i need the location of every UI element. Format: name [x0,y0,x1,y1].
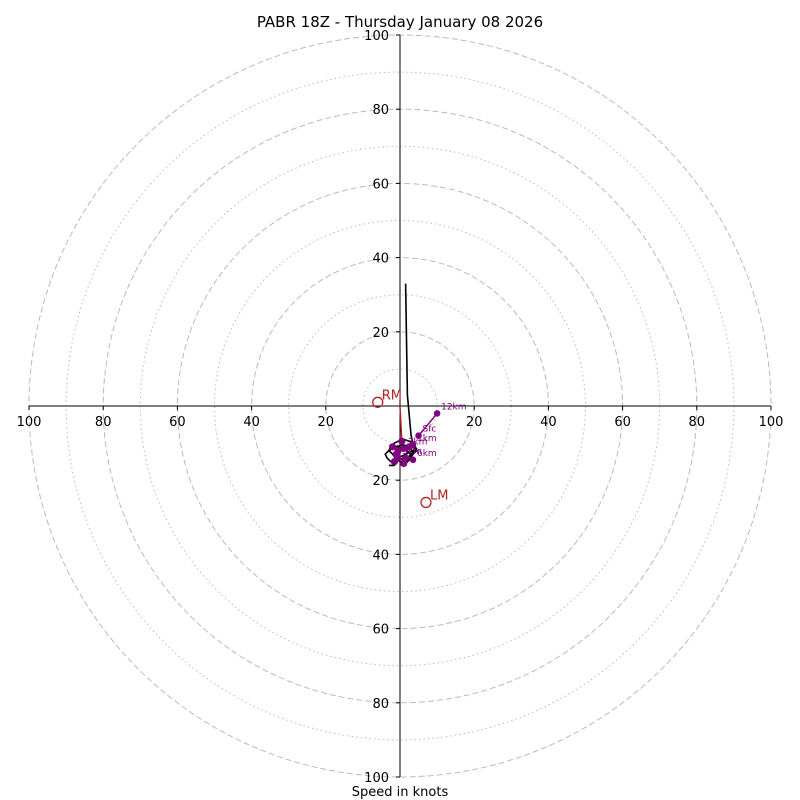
trace-point [394,446,402,455]
trace-point [401,454,410,462]
storm-motion-marker-rm [372,396,384,408]
tick-labels: 100 80 60 40 20 20 40 60 80 100 100 80 60 40 20 20 40 60 8… [17,29,784,786]
x-tick-label: 40 [243,415,260,430]
trace-point [388,443,397,451]
y-tick-label: 100 [364,771,389,786]
storm-motion-label-lm: LM [430,488,448,503]
trace-point [398,437,406,445]
hodograph-upper-segment [417,412,438,437]
height-marker [409,456,417,464]
y-tick-label: 100 [364,29,389,44]
storm-motion-marker-lm [420,496,432,509]
y-tick-label: 20 [372,326,389,341]
x-tick-label: 60 [614,415,631,430]
storm-motion-layer: RM LM [372,388,448,509]
x-tick-label: 100 [759,415,784,430]
x-tick-label: 20 [466,415,483,430]
y-tick-label: 80 [372,103,389,118]
height-marker [400,445,408,452]
storm-motion-line [399,405,403,444]
chart-title: PABR 18Z - Thursday January 08 2026 [257,13,543,31]
x-tick-label: 40 [540,415,557,430]
x-tick-label: 80 [689,415,706,430]
y-tick-label: 60 [372,177,389,192]
height-marker [394,454,402,462]
y-tick-label: 40 [372,548,389,563]
x-tick-label: 20 [318,415,335,430]
height-marker-label: 3km [408,438,428,448]
height-marker-label: 1km [417,434,437,444]
y-tick-label: 40 [372,252,389,267]
y-tick-label: 20 [372,474,389,489]
trace-point [400,459,408,468]
storm-motion-label-rm: RM [382,388,402,403]
x-tick-label: 80 [95,415,112,430]
height-marker-label: 6km [417,449,437,459]
height-marker-label: Sfc [423,425,437,435]
x-tick-label: 60 [169,415,186,430]
height-marker [433,410,441,417]
y-tick-label: 60 [372,623,389,638]
x-tick-label: 100 [17,415,42,430]
height-marker [409,441,417,449]
y-tick-label: 80 [372,697,389,712]
x-axis-label: Speed in knots [352,785,449,800]
height-marker-label: 12km [441,402,466,412]
height-marker-label: 9km [402,447,422,457]
height-marker [415,432,422,439]
